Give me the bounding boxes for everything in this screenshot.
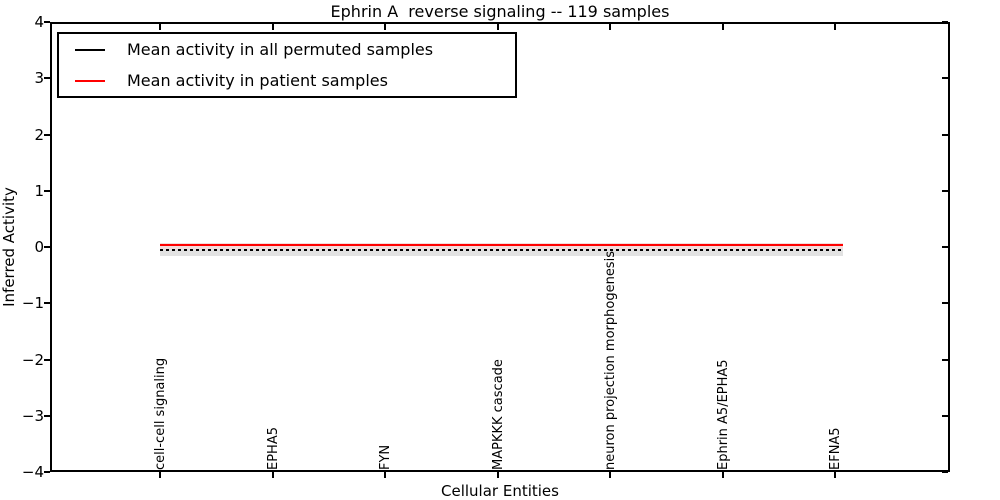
y-tick-left [44, 302, 50, 305]
entity-tick-label: cell-cell signaling [153, 357, 168, 470]
x-tick-bottom [496, 472, 499, 478]
y-tick-left [44, 77, 50, 80]
legend-box: Mean activity in all permuted samples Mea… [57, 32, 517, 98]
x-tick-top [384, 24, 386, 30]
y-tick-right [942, 246, 948, 248]
y-tick-label: 0 [34, 238, 44, 256]
y-tick-label: 2 [34, 125, 44, 144]
entity-tick-label: Ephrin A5/EPHA5 [715, 359, 731, 470]
legend-item-label: Mean activity in patient samples [127, 71, 388, 90]
y-tick-right [942, 302, 948, 305]
x-tick-bottom [384, 472, 386, 478]
x-tick-top [834, 24, 836, 30]
x-tick-top [159, 24, 161, 30]
y-tick-label: 1 [34, 181, 44, 200]
y-tick-label: −1 [21, 294, 44, 313]
y-tick-left [44, 414, 50, 417]
entity-tick-label: FYN [378, 444, 393, 470]
y-tick-left [44, 471, 50, 473]
legend-item: Mean activity in all permuted samples [59, 34, 515, 65]
entity-tick-label: EFNA5 [828, 427, 843, 470]
y-tick-right [942, 414, 948, 417]
legend-line-sample [75, 79, 105, 82]
x-tick-top [271, 24, 274, 30]
y-tick-label: −3 [21, 406, 44, 425]
legend-line-sample [75, 48, 105, 51]
patient-mean-line [160, 244, 843, 246]
entity-tick-label: EPHA5 [265, 427, 281, 470]
x-tick-top [609, 24, 611, 30]
chart-title: Ephrin A reverse signaling -- 119 sample… [330, 2, 670, 21]
x-tick-bottom [834, 472, 836, 478]
y-tick-label: 4 [34, 13, 44, 31]
x-tick-bottom [271, 472, 274, 478]
x-axis-label: Cellular Entities [441, 482, 559, 500]
y-tick-left [44, 246, 50, 248]
x-tick-bottom [609, 472, 611, 478]
x-tick-bottom [159, 472, 161, 478]
y-tick-left [44, 133, 50, 136]
y-tick-right [942, 471, 948, 473]
y-tick-label: −2 [21, 350, 44, 369]
y-tick-right [942, 21, 948, 23]
y-tick-left [44, 21, 50, 23]
y-tick-right [942, 189, 948, 192]
x-tick-bottom [721, 472, 724, 478]
patient-std-band [160, 243, 843, 249]
legend-rows: Mean activity in all permuted samples Mea… [59, 34, 515, 96]
y-tick-label: −4 [21, 463, 44, 481]
permuted-mean-line [160, 249, 843, 251]
y-tick-left [44, 189, 50, 192]
y-tick-right [942, 77, 948, 80]
entity-tick-label: neuron projection morphogenesis [603, 251, 618, 470]
x-tick-top [721, 24, 724, 30]
y-tick-left [44, 358, 50, 361]
legend-item: Mean activity in patient samples [59, 65, 515, 96]
y-tick-label: 3 [34, 69, 44, 88]
legend-item-label: Mean activity in all permuted samples [127, 40, 434, 59]
y-tick-right [942, 358, 948, 361]
entity-tick-label: MAPKKK cascade [490, 359, 506, 470]
y-tick-right [942, 133, 948, 136]
x-tick-top [496, 24, 499, 30]
